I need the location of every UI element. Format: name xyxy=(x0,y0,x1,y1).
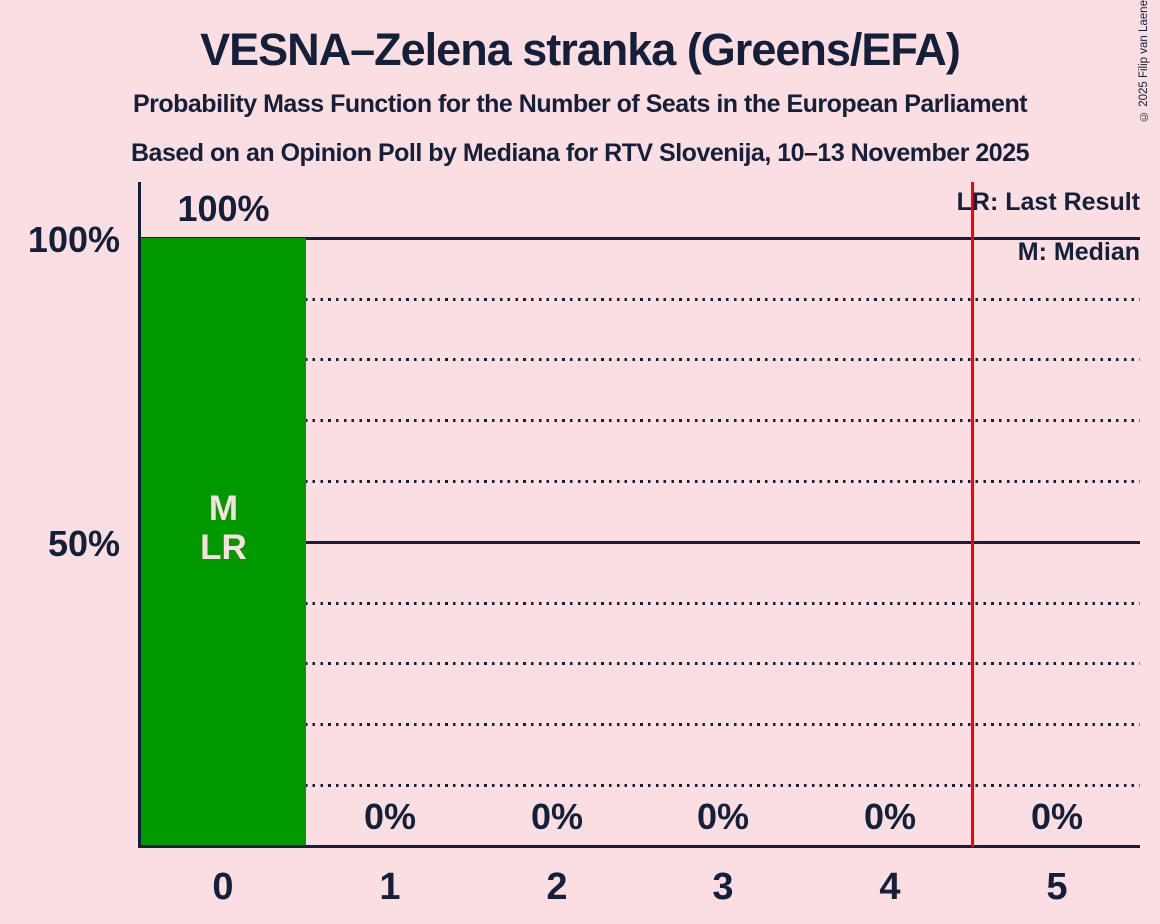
bar-2-value-label: 0% xyxy=(530,796,584,837)
y-axis-line xyxy=(138,182,141,848)
x-tick-3: 3 xyxy=(712,866,734,908)
x-tick-1: 1 xyxy=(379,866,401,908)
x-tick-2: 2 xyxy=(546,866,568,908)
copyright-notice: © 2025 Filip van Laenen xyxy=(1138,0,1150,122)
x-axis-line xyxy=(138,845,1140,848)
chart-subtitle: Probability Mass Function for the Number… xyxy=(132,90,1028,118)
gridline-20 xyxy=(141,723,1140,726)
gridline-70 xyxy=(141,419,1140,422)
bar-0-median-lastresult-annotation: M LR xyxy=(141,489,306,567)
x-tick-5: 5 xyxy=(1046,866,1068,908)
y-tick-100: 100% xyxy=(27,219,120,260)
bar-seats-0 xyxy=(141,238,306,845)
gridline-10 xyxy=(141,784,1140,787)
gridline-80 xyxy=(141,358,1140,361)
x-tick-0: 0 xyxy=(212,866,234,908)
last-result-line xyxy=(971,182,974,847)
gridline-40 xyxy=(141,602,1140,605)
bar-4-value-label: 0% xyxy=(863,796,917,837)
y-tick-50: 50% xyxy=(47,523,120,564)
legend-last-result: LR: Last Result xyxy=(956,188,1140,216)
chart-title: VESNA–Zelena stranka (Greens/EFA) xyxy=(200,24,961,75)
chart-source-line: Based on an Opinion Poll by Mediana for … xyxy=(131,139,1030,167)
bar-3-value-label: 0% xyxy=(696,796,750,837)
gridline-50 xyxy=(141,541,1140,544)
bar-1-value-label: 0% xyxy=(363,796,417,837)
legend-median: M: Median xyxy=(1017,238,1140,266)
median-marker-label: M xyxy=(208,489,239,528)
gridline-100 xyxy=(141,237,1140,240)
bar-5-value-label: 0% xyxy=(1030,796,1084,837)
x-tick-4: 4 xyxy=(879,866,901,908)
gridline-90 xyxy=(141,298,1140,301)
last-result-marker-label: LR xyxy=(200,528,247,567)
bar-0-value-label: 100% xyxy=(177,188,270,229)
gridline-30 xyxy=(141,662,1140,665)
gridline-60 xyxy=(141,480,1140,483)
